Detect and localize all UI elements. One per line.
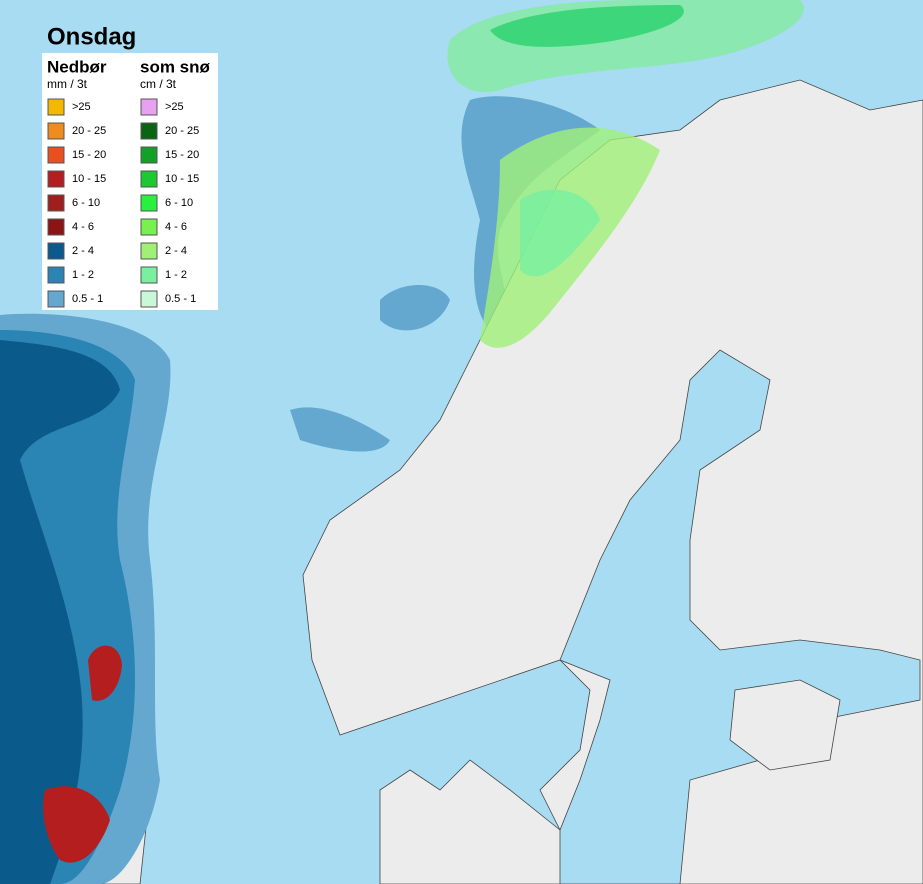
legend-swatch <box>140 290 158 308</box>
legend-label: 4 - 6 <box>165 221 187 233</box>
legend-label: 0.5 - 1 <box>165 293 196 305</box>
legend-label: 2 - 4 <box>165 245 187 257</box>
legend-swatch <box>140 98 158 116</box>
legend-label: 20 - 25 <box>165 125 199 137</box>
legend-snow-title: som snø <box>140 57 211 76</box>
legend-label: 15 - 20 <box>165 149 199 161</box>
legend-box <box>42 53 218 310</box>
precipitation <box>0 127 660 884</box>
legend-label: 6 - 10 <box>165 197 193 209</box>
legend-label: >25 <box>165 101 184 113</box>
legend-label: 1 - 2 <box>165 269 187 281</box>
legend-swatch <box>140 146 158 164</box>
legend-swatch <box>47 122 65 140</box>
legend-swatch <box>140 122 158 140</box>
legend-label: 0.5 - 1 <box>72 293 103 305</box>
legend-label: 15 - 20 <box>72 149 106 161</box>
legend-swatch <box>140 242 158 260</box>
legend-label: 4 - 6 <box>72 221 94 233</box>
legend-swatch <box>140 170 158 188</box>
map-title: Onsdag <box>47 23 136 50</box>
legend-rain-unit: mm / 3t <box>47 77 88 91</box>
legend-swatch <box>47 242 65 260</box>
legend-snow-unit: cm / 3t <box>140 77 177 91</box>
legend-swatch <box>47 218 65 236</box>
legend-label: 20 - 25 <box>72 125 106 137</box>
legend-swatch <box>47 146 65 164</box>
legend-label: >25 <box>72 101 91 113</box>
legend-label: 10 - 15 <box>165 173 199 185</box>
legend-label: 10 - 15 <box>72 173 106 185</box>
legend-swatch <box>47 170 65 188</box>
legend-swatch <box>47 194 65 212</box>
legend-label: 6 - 10 <box>72 197 100 209</box>
legend-swatch <box>47 266 65 284</box>
legend-rain-title: Nedbør <box>47 57 107 76</box>
legend-swatch <box>47 98 65 116</box>
legend-swatch <box>140 194 158 212</box>
legend-label: 2 - 4 <box>72 245 94 257</box>
legend-label: 1 - 2 <box>72 269 94 281</box>
legend-swatch <box>140 266 158 284</box>
legend-swatch <box>140 218 158 236</box>
legend-swatch <box>47 290 65 308</box>
